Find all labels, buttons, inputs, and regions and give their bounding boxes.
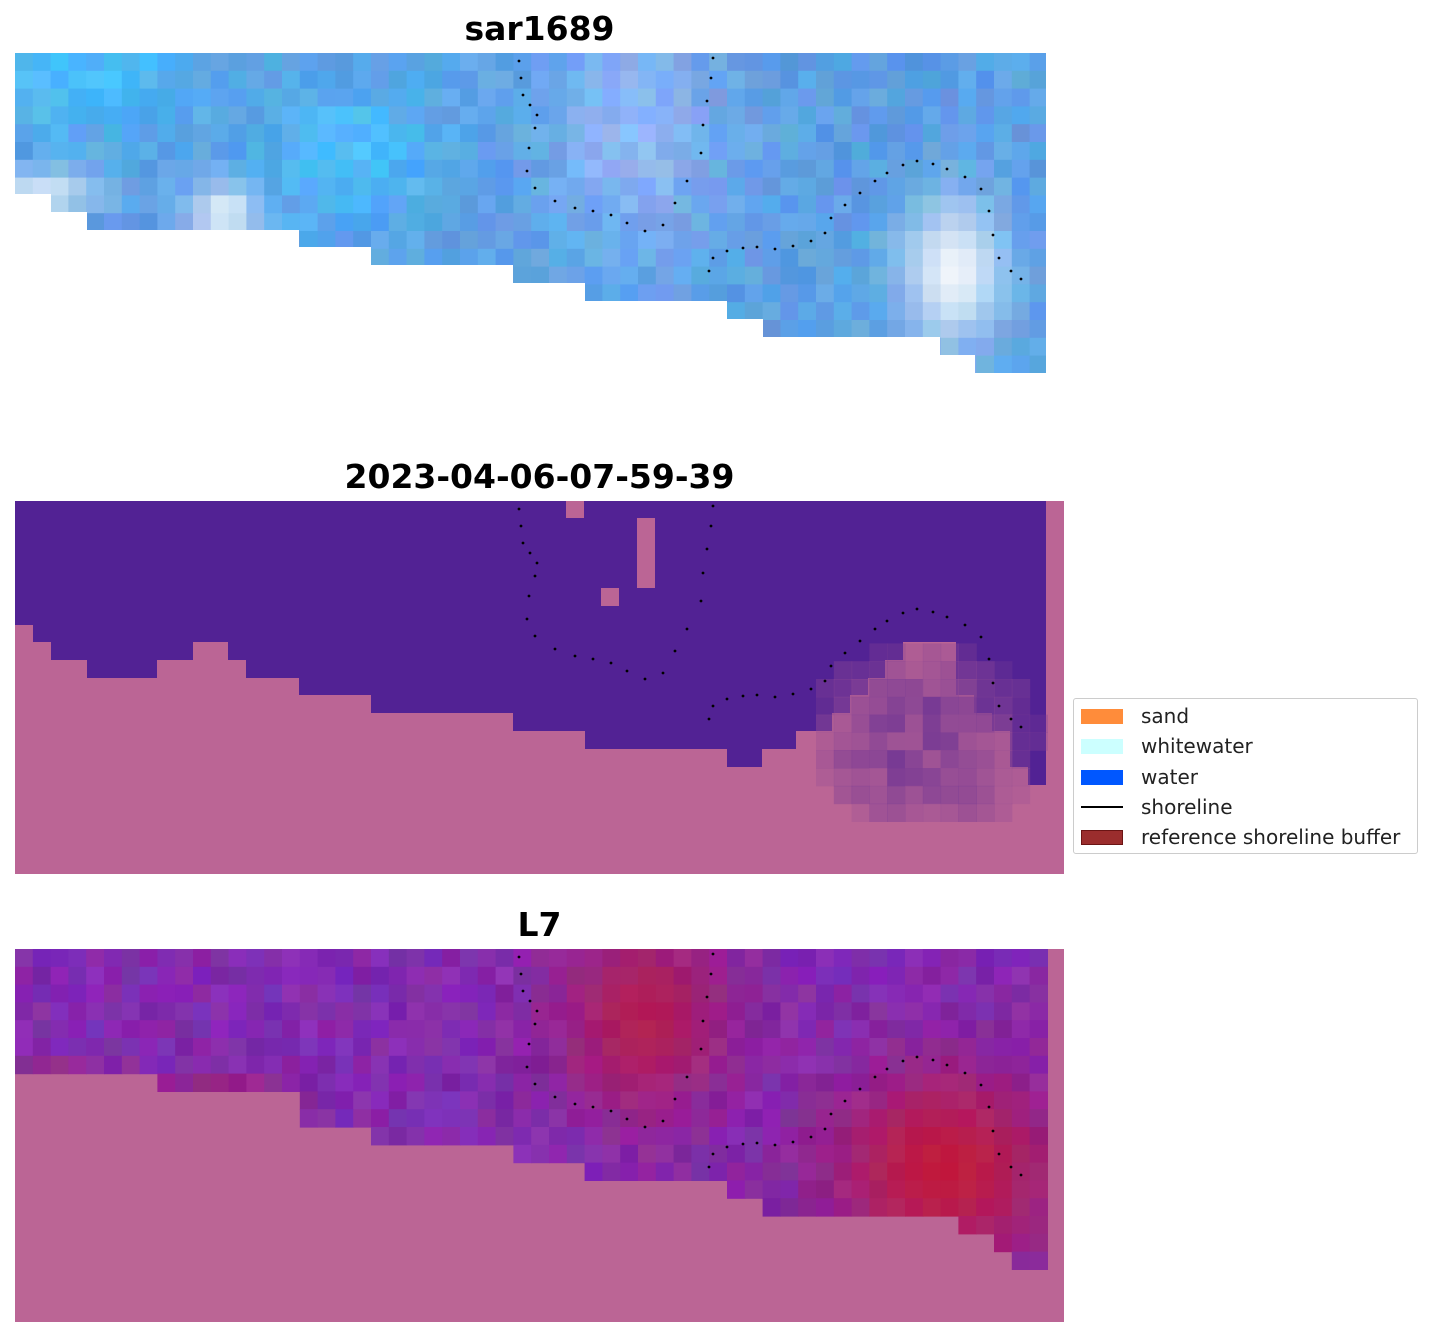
legend-swatch-water [1081, 769, 1123, 785]
legend-item-water: water [1081, 765, 1198, 789]
legend-label-water: water [1141, 765, 1198, 789]
legend-label-whitewater: whitewater [1141, 734, 1253, 758]
panel-title-3: L7 [517, 905, 562, 944]
no-data-region [15, 194, 975, 373]
shoreline-dotted [517, 504, 1023, 729]
legend-item-whitewater: whitewater [1081, 734, 1253, 758]
shoreline-dotted [517, 56, 1023, 281]
legend-swatch-sand [1081, 708, 1123, 724]
shoreline-dotted [517, 952, 1023, 1177]
legend: sand whitewater water shoreline referenc… [1073, 698, 1418, 854]
legend-label-buffer: reference shoreline buffer [1141, 825, 1401, 849]
legend-item-shoreline: shoreline [1081, 795, 1233, 819]
legend-item-sand: sand [1081, 704, 1190, 728]
water-class-region [15, 501, 1046, 785]
panel-title-2: 2023-04-06-07-59-39 [344, 457, 735, 496]
legend-item-buffer: reference shoreline buffer [1081, 825, 1401, 849]
land-pixel [566, 501, 584, 518]
land-pixel [601, 588, 619, 606]
index-image-l7 [15, 949, 1064, 1322]
land-pixel [637, 518, 655, 588]
legend-swatch-buffer [1081, 829, 1123, 845]
legend-label-shoreline: shoreline [1141, 795, 1233, 819]
mixed-pixels [816, 643, 1048, 822]
classification-map [15, 501, 1064, 874]
index-pixels [15, 949, 1048, 1270]
satellite-image-rgb [15, 53, 1046, 373]
legend-swatch-whitewater [1081, 738, 1123, 754]
panel-title-1: sar1689 [464, 9, 615, 48]
legend-swatch-shoreline [1081, 806, 1123, 808]
legend-label-sand: sand [1141, 704, 1190, 728]
